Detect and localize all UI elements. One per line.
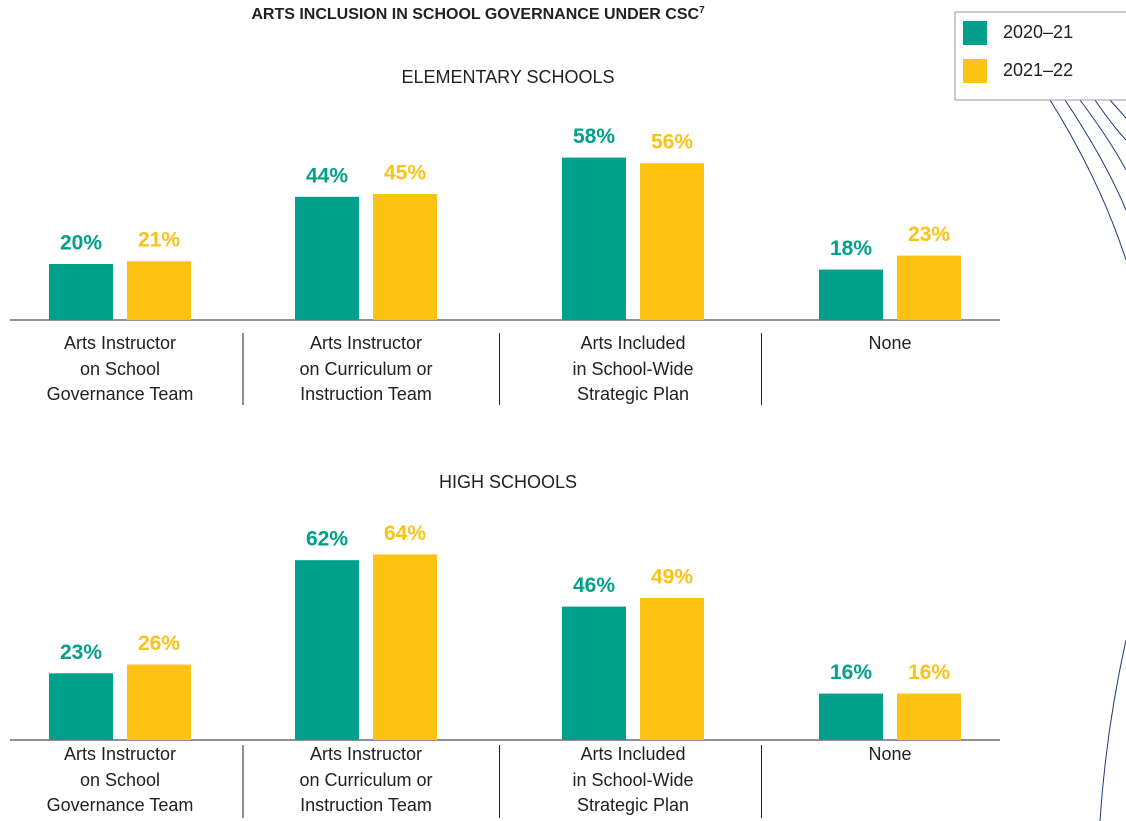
title-note: 7 <box>699 5 705 16</box>
x-tick-label: None <box>868 333 912 353</box>
value-label: 21% <box>138 229 180 252</box>
x-tick-label: Arts Instructor on School Governance Tea… <box>46 744 194 815</box>
bar <box>897 255 961 320</box>
bar <box>640 597 704 740</box>
value-label: 16% <box>908 661 950 684</box>
legend-swatch <box>963 21 987 45</box>
value-label: 23% <box>908 223 950 246</box>
value-label: 56% <box>651 131 693 154</box>
value-label: 23% <box>60 641 102 664</box>
legend-label: 2021–22 <box>1003 60 1073 80</box>
bar <box>295 196 359 320</box>
bar <box>640 163 704 320</box>
bar <box>127 261 191 320</box>
value-label: 58% <box>573 125 615 148</box>
bar <box>49 264 113 320</box>
value-label: 49% <box>651 565 693 588</box>
panel-subtitle: HIGH SCHOOLS <box>439 472 577 492</box>
legend-label: 2020–21 <box>1003 22 1073 42</box>
value-label: 64% <box>384 522 426 545</box>
x-tick-label: Arts Instructor on School Governance Tea… <box>46 333 194 404</box>
bar <box>373 554 437 740</box>
bar <box>49 673 113 740</box>
bar <box>819 693 883 740</box>
value-label: 44% <box>306 164 348 187</box>
bar <box>897 693 961 740</box>
value-label: 18% <box>830 237 872 260</box>
value-label: 26% <box>138 632 180 655</box>
bar <box>373 194 437 320</box>
value-label: 45% <box>384 162 426 185</box>
decoration <box>1049 99 1126 821</box>
bar <box>562 606 626 740</box>
x-tick-label: Arts Included in School-Wide Strategic P… <box>572 333 694 404</box>
title-text: ARTS INCLUSION IN SCHOOL GOVERNANCE UNDE… <box>251 6 699 23</box>
x-tick-label: None <box>868 744 912 764</box>
chart-title: ARTS INCLUSION IN SCHOOL GOVERNANCE UNDE… <box>251 5 705 24</box>
bar <box>127 664 191 740</box>
bar <box>562 157 626 320</box>
bar <box>295 560 359 740</box>
value-label: 20% <box>60 232 102 255</box>
panel-subtitle: ELEMENTARY SCHOOLS <box>401 67 614 87</box>
legend-swatch <box>963 59 987 83</box>
value-label: 46% <box>573 574 615 597</box>
x-tick-label: Arts Instructor on Curriculum or Instruc… <box>299 744 433 815</box>
bar <box>819 269 883 320</box>
value-label: 62% <box>306 528 348 551</box>
x-tick-label: Arts Instructor on Curriculum or Instruc… <box>299 333 433 404</box>
value-label: 16% <box>830 661 872 684</box>
x-tick-label: Arts Included in School-Wide Strategic P… <box>572 744 694 815</box>
